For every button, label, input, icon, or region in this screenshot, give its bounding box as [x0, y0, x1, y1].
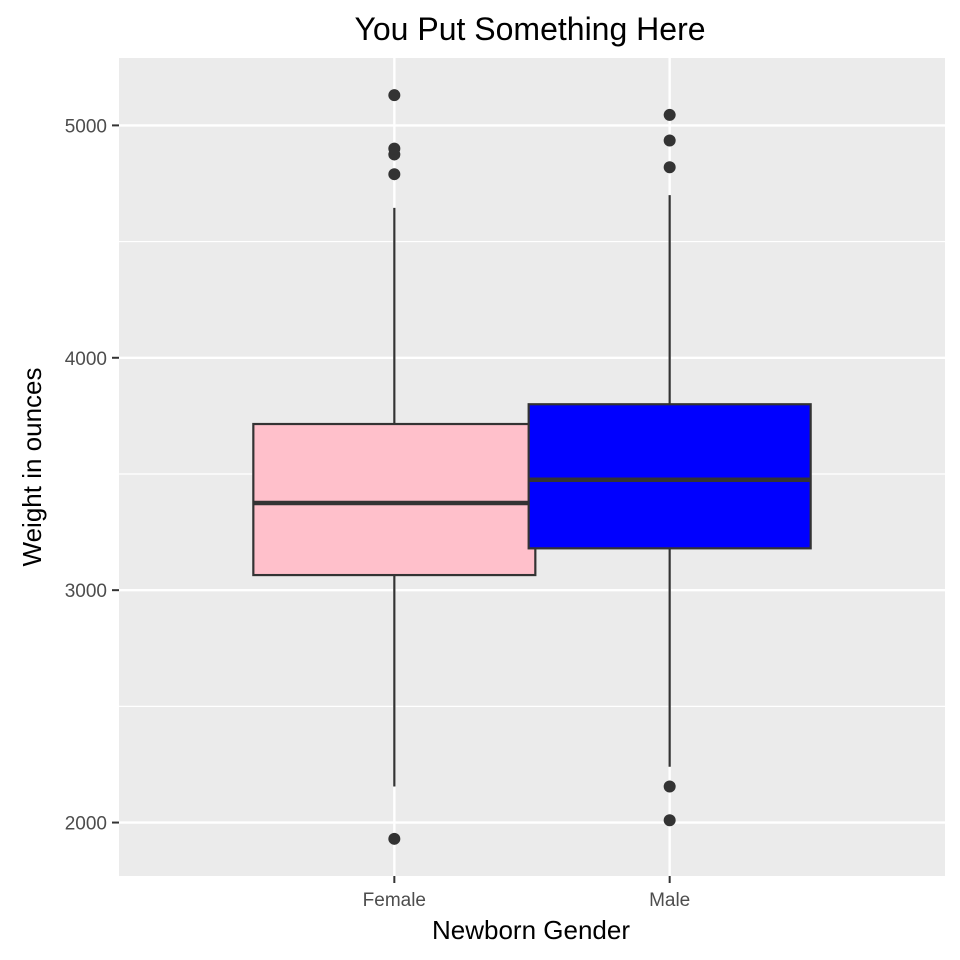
- outlier-point: [663, 108, 676, 121]
- iqr-box: [527, 403, 812, 550]
- x-tick-label: Female: [363, 890, 426, 911]
- x-axis-title: Newborn Gender: [432, 915, 630, 945]
- box-male: [527, 108, 812, 827]
- chart-title: You Put Something Here: [354, 11, 705, 47]
- y-tick-label: 3000: [65, 581, 107, 602]
- outlier-point: [388, 142, 401, 155]
- outlier-point: [663, 161, 676, 174]
- outlier-point: [663, 134, 676, 147]
- y-axis-title: Weight in ounces: [17, 368, 47, 567]
- y-tick-label: 4000: [65, 349, 107, 370]
- outlier-point: [388, 89, 401, 102]
- outlier-point: [663, 780, 676, 793]
- y-axis: 2000 3000 4000 5000: [65, 116, 119, 835]
- y-tick-label: 5000: [65, 116, 107, 137]
- outlier-point: [388, 832, 401, 845]
- outlier-point: [388, 168, 401, 181]
- y-tick-label: 2000: [65, 814, 107, 835]
- outlier-point: [663, 814, 676, 827]
- boxes-layer: [252, 89, 812, 845]
- iqr-box: [252, 422, 537, 577]
- x-axis: Female Male: [363, 876, 690, 911]
- x-tick-label: Male: [649, 890, 690, 911]
